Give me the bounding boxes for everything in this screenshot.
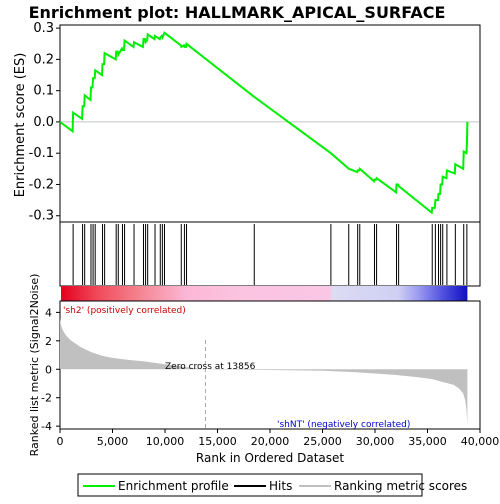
x-axis-label: Rank in Ordered Dataset	[196, 451, 344, 465]
legend-label-hits: Hits	[269, 479, 292, 493]
zero-cross-label: Zero cross at 13856	[165, 362, 256, 372]
es-panel-frame	[59, 24, 481, 223]
es-y-tick-label: -0.3	[29, 209, 54, 224]
x-tick-label: 20,000	[251, 435, 290, 448]
metric-y-axis: -4 -2 0 2 4	[41, 306, 60, 433]
es-y-axis: -0.3 -0.2 -0.1 0.0 0.1 0.2 0.3	[29, 21, 60, 224]
legend-label-enrichment: Enrichment profile	[118, 479, 229, 493]
positive-correlation-label: 'sh2' (positively correlated)	[63, 306, 186, 316]
x-tick-label: 0	[57, 435, 64, 448]
metric-y-tick-label: 2	[45, 335, 52, 348]
metric-y-tick-label: -4	[41, 420, 52, 433]
hits-marks	[72, 224, 468, 285]
x-axis: 0 5,000 10,000 15,000 20,000 25,000 30,000 35,0…	[57, 429, 500, 448]
negative-correlation-label: 'shNT' (negatively correlated)	[277, 420, 410, 430]
metric-y-tick-label: 4	[45, 306, 52, 319]
hits-panel-frame	[59, 221, 481, 287]
es-y-tick-label: -0.1	[29, 146, 54, 161]
metric-y-label: Ranked list metric (Signal2Noise)	[28, 274, 41, 457]
metric-y-tick-label: -2	[41, 392, 52, 405]
x-tick-label: 35,000	[408, 435, 447, 448]
x-tick-label: 5,000	[97, 435, 129, 448]
x-tick-label: 25,000	[303, 435, 342, 448]
es-y-tick-label: 0.0	[33, 115, 54, 130]
metric-y-tick-label: 0	[45, 363, 52, 376]
enrichment-profile-line	[59, 31, 469, 215]
x-tick-label: 40,000	[461, 435, 500, 448]
es-y-label: Enrichment score (ES)	[13, 53, 28, 198]
ranking-metric-area	[60, 318, 468, 425]
chart-title: Enrichment plot: HALLMARK_APICAL_SURFACE	[29, 3, 446, 22]
x-tick-label: 15,000	[198, 435, 237, 448]
x-tick-label: 10,000	[146, 435, 185, 448]
x-tick-label: 30,000	[356, 435, 395, 448]
es-y-tick-label: 0.1	[33, 84, 54, 99]
es-y-tick-label: 0.3	[33, 21, 54, 36]
es-y-tick-label: -0.2	[29, 177, 54, 192]
ranking-colorbar	[61, 286, 468, 301]
es-y-tick-label: 0.2	[33, 52, 54, 67]
legend-label-ranking: Ranking metric scores	[334, 479, 467, 493]
